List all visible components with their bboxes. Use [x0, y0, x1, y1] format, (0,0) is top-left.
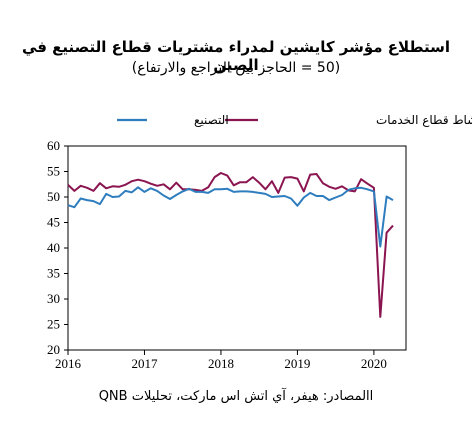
x-tick-label: 2016 [55, 356, 82, 371]
x-tick-label: 2018 [208, 356, 234, 371]
y-tick-label: 60 [47, 138, 60, 153]
x-tick-label: 2020 [361, 356, 387, 371]
x-axis: 2016 2017 2018 2019 2020 [55, 350, 387, 371]
y-tick-label: 55 [47, 164, 60, 179]
y-axis: 20 25 30 35 40 45 50 55 60 [47, 138, 68, 357]
plot-area [67, 145, 407, 351]
x-tick-label: 2019 [284, 356, 310, 371]
series-lines [67, 172, 394, 318]
y-tick-label: 35 [47, 266, 60, 281]
legend-label-manufacturing: التصنيع [194, 113, 229, 127]
chart-subtitle: (50 = الحاجز بين التراجع والارتفاع) [131, 60, 341, 76]
legend: نشاط قطاع الخدمات التصنيع [117, 113, 472, 127]
y-tick-label: 40 [47, 240, 60, 255]
source-note: االمصادر: هيفر، آي اتش اس ماركت، تحليلات… [98, 389, 374, 404]
series-line-services [67, 172, 394, 318]
y-tick-label: 50 [47, 189, 60, 204]
chart-title: استطلاع مؤشر كايشين لمدراء مشتريات قطاع … [21, 38, 451, 74]
y-tick-label: 20 [47, 342, 60, 357]
y-tick-label: 25 [47, 317, 60, 332]
series-line-manufacturing [67, 186, 394, 248]
x-tick-label: 2017 [131, 356, 158, 371]
plot-frame [67, 145, 407, 351]
y-tick-label: 30 [47, 291, 60, 306]
y-tick-label: 45 [47, 215, 60, 230]
legend-label-services: نشاط قطاع الخدمات [376, 113, 472, 127]
